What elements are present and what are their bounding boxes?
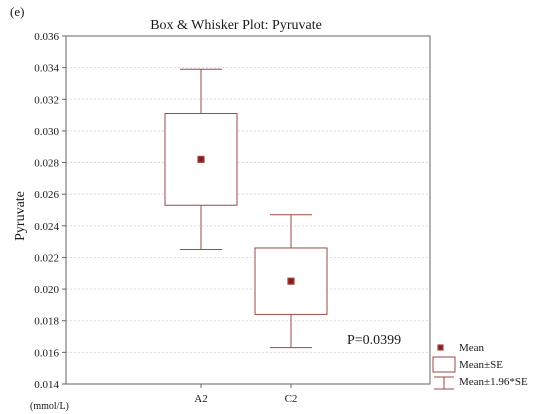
legend: Mean Mean±SE Mean±1.96*SE [432, 342, 528, 390]
mean-marker-a2 [197, 155, 205, 163]
x-tick-label-c2: C2 [285, 393, 298, 405]
unit-label: (mmol/L) [30, 401, 69, 412]
p-value-annotation: P=0.0399 [347, 333, 401, 348]
box-a2 [164, 68, 238, 251]
y-tick-label: 0.028 [34, 158, 59, 170]
y-axis: 0.014 0.016 0.018 0.020 0.022 0.024 0.026 0.028… [34, 31, 66, 391]
legend-mean-marker [437, 344, 444, 351]
panel-label: (e) [10, 4, 24, 19]
x-axis: A2 C2 [194, 384, 297, 405]
x-tick-label-a2: A2 [194, 393, 207, 405]
y-tick-label: 0.020 [34, 284, 59, 296]
y-tick-label: 0.032 [34, 94, 59, 106]
y-tick-label: 0.036 [34, 31, 59, 43]
y-tick-label: 0.022 [34, 252, 59, 264]
y-axis-label: Pyruvate [13, 191, 28, 241]
chart-title: Box & Whisker Plot: Pyruvate [150, 18, 322, 33]
legend-ci-label: Mean±1.96*SE [459, 376, 528, 388]
mean-marker-c2 [287, 277, 295, 285]
y-tick-label: 0.014 [34, 379, 59, 391]
y-tick-label: 0.026 [34, 189, 59, 201]
legend-se-label: Mean±SE [459, 359, 503, 371]
legend-se-box [432, 356, 456, 373]
box-c2 [254, 214, 328, 349]
y-tick-label: 0.034 [34, 63, 59, 75]
y-tick-label: 0.018 [34, 316, 59, 328]
y-tick-label: 0.016 [34, 347, 59, 359]
y-tick-label: 0.030 [34, 126, 59, 138]
gridlines [66, 67, 430, 353]
legend-mean-label: Mean [459, 342, 485, 354]
boxes [164, 68, 328, 349]
plot-frame [65, 35, 431, 385]
y-tick-label: 0.024 [34, 221, 59, 233]
